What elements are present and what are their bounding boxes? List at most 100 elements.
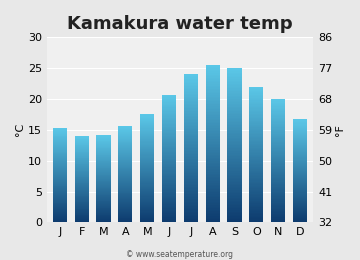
Bar <box>228 221 242 222</box>
Bar <box>228 122 242 124</box>
Bar <box>184 206 198 207</box>
Bar <box>53 132 67 133</box>
Bar <box>118 192 132 193</box>
Bar <box>228 210 242 212</box>
Bar <box>140 221 154 222</box>
Bar <box>162 169 176 170</box>
Bar <box>271 119 285 120</box>
Bar <box>118 174 132 175</box>
Bar <box>96 137 111 138</box>
Bar <box>162 197 176 198</box>
Bar <box>271 137 285 139</box>
Bar <box>118 220 132 221</box>
Bar <box>118 181 132 182</box>
Bar <box>249 218 264 220</box>
Bar <box>96 215 111 216</box>
Bar <box>228 110 242 111</box>
Bar <box>140 212 154 213</box>
Bar <box>249 132 264 133</box>
Bar <box>271 125 285 126</box>
Bar <box>206 161 220 162</box>
Bar <box>293 150 307 151</box>
Bar <box>75 136 89 137</box>
Bar <box>53 185 67 186</box>
Bar <box>271 200 285 202</box>
Bar <box>271 190 285 192</box>
Bar <box>271 154 285 156</box>
Bar <box>75 158 89 159</box>
Bar <box>249 164 264 165</box>
Bar <box>228 151 242 153</box>
Bar <box>140 200 154 201</box>
Bar <box>96 139 111 140</box>
Bar <box>271 180 285 182</box>
Bar <box>249 89 264 91</box>
Bar <box>228 199 242 201</box>
Bar <box>53 196 67 197</box>
Bar <box>118 213 132 214</box>
Bar <box>271 189 285 190</box>
Bar <box>228 213 242 215</box>
Bar <box>53 160 67 161</box>
Bar <box>228 124 242 125</box>
Bar <box>162 181 176 183</box>
Bar <box>249 167 264 168</box>
Bar <box>271 193 285 194</box>
Bar <box>75 140 89 141</box>
Bar <box>206 152 220 153</box>
Bar <box>53 175 67 176</box>
Bar <box>206 169 220 171</box>
Bar <box>75 210 89 211</box>
Bar <box>184 150 198 151</box>
Bar <box>271 127 285 129</box>
Bar <box>293 130 307 131</box>
Bar <box>184 169 198 171</box>
Bar <box>96 138 111 139</box>
Bar <box>184 139 198 141</box>
Bar <box>140 205 154 206</box>
Bar <box>228 187 242 188</box>
Bar <box>249 121 264 122</box>
Bar <box>271 220 285 221</box>
Bar <box>140 124 154 125</box>
Bar <box>96 191 111 192</box>
Bar <box>53 170 67 171</box>
Bar <box>53 212 67 213</box>
Bar <box>96 147 111 148</box>
Bar <box>249 148 264 149</box>
Bar <box>118 182 132 183</box>
Bar <box>184 197 198 199</box>
Bar <box>118 142 132 144</box>
Bar <box>96 177 111 178</box>
Bar <box>140 217 154 218</box>
Bar <box>293 157 307 158</box>
Bar <box>140 132 154 133</box>
Bar <box>96 183 111 184</box>
Bar <box>206 109 220 111</box>
Bar <box>96 178 111 179</box>
Bar <box>249 126 264 127</box>
Bar <box>75 149 89 150</box>
Bar <box>184 125 198 126</box>
Bar <box>206 156 220 158</box>
Bar <box>228 139 242 141</box>
Bar <box>140 167 154 168</box>
Bar <box>249 115 264 116</box>
Bar <box>118 159 132 160</box>
Bar <box>118 188 132 189</box>
Bar <box>293 144 307 145</box>
Bar <box>271 183 285 184</box>
Bar <box>206 174 220 175</box>
Bar <box>75 193 89 194</box>
Bar <box>206 142 220 144</box>
Bar <box>162 114 176 115</box>
Bar <box>206 87 220 89</box>
Bar <box>75 186 89 187</box>
Bar <box>293 166 307 167</box>
Bar <box>206 162 220 164</box>
Bar <box>140 201 154 202</box>
Bar <box>96 155 111 156</box>
Bar <box>162 132 176 133</box>
Bar <box>140 188 154 189</box>
Bar <box>184 185 198 187</box>
